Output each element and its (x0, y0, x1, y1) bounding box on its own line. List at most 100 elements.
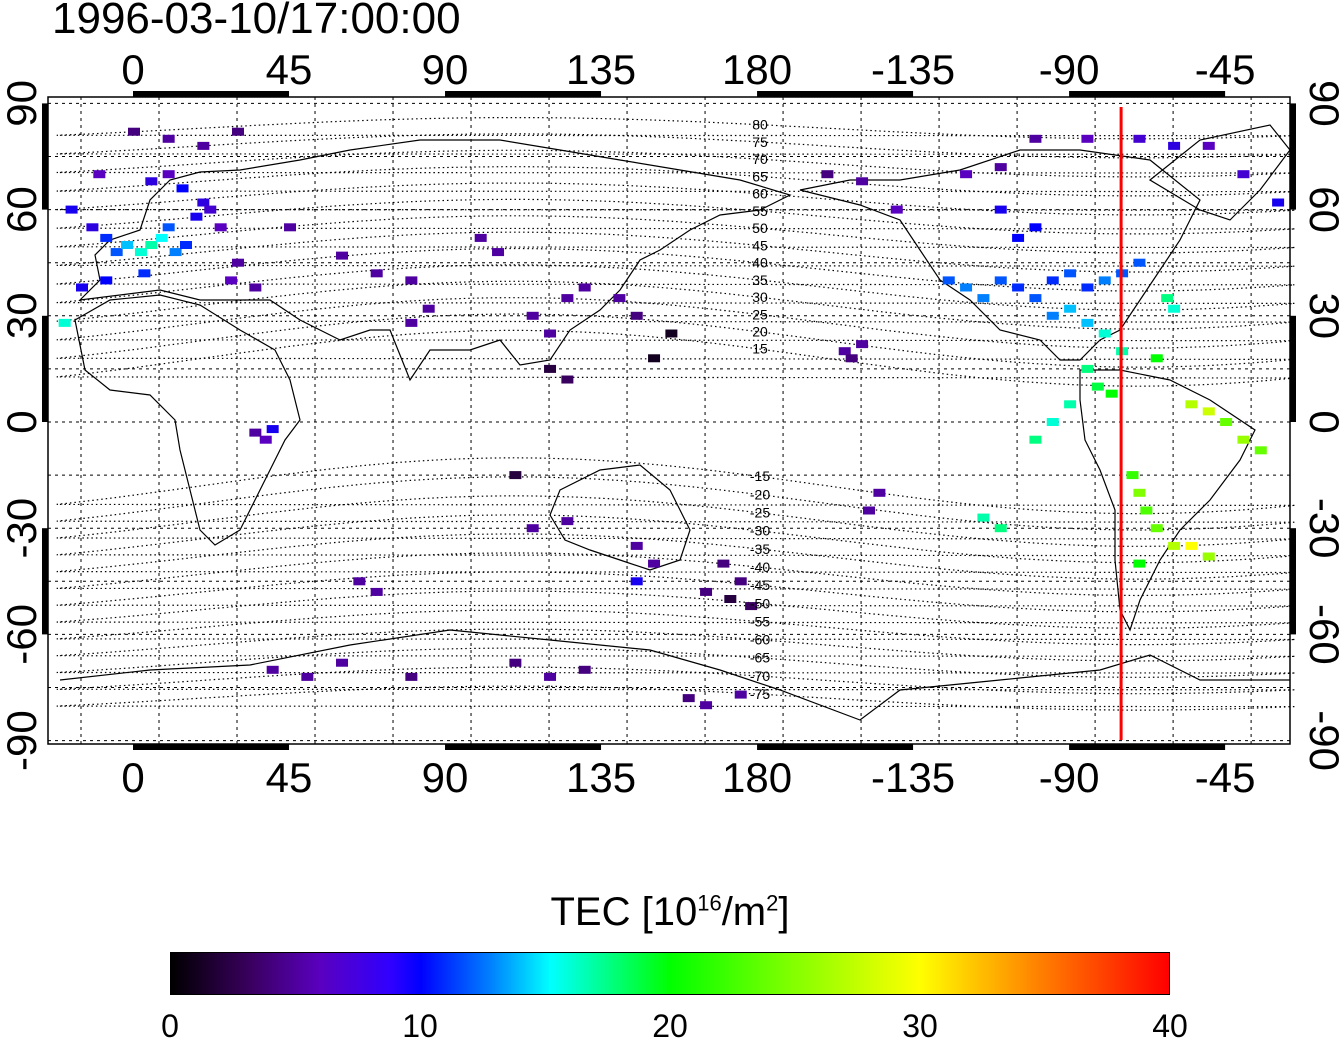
coast-antarctica (59, 629, 1290, 721)
scale-bar-right (1290, 103, 1296, 210)
magnetic-contour (56, 133, 1295, 159)
x-tick-label-top: -135 (871, 46, 955, 93)
tec-data-point (266, 425, 279, 434)
contour-label: 20 (752, 323, 768, 339)
coast-africa (74, 294, 301, 546)
tec-data-point (648, 559, 661, 568)
tec-data-point (724, 595, 737, 603)
tec-data-point (1029, 294, 1042, 303)
tec-data-point (1012, 233, 1025, 242)
tec-data-point (1202, 552, 1215, 561)
tec-data-point (544, 672, 557, 681)
y-tick-label-right: 60 (1301, 186, 1340, 233)
magnetic-contour (56, 495, 1295, 547)
contour-label: 15 (752, 341, 768, 357)
tec-data-point (100, 276, 113, 285)
tec-data-point (1064, 400, 1077, 409)
coast-australia (549, 464, 691, 571)
contour-label: -60 (750, 632, 770, 648)
scale-bar-bottom (757, 744, 914, 750)
tec-data-point (284, 223, 297, 232)
tec-data-point (1168, 304, 1181, 313)
tec-data-point (100, 233, 113, 242)
tec-data-point (960, 283, 973, 292)
tec-data-point (509, 658, 522, 667)
tec-data-point (128, 127, 140, 136)
magnetic-contour (56, 149, 1295, 178)
x-tick-label-bottom: -135 (871, 754, 955, 801)
tec-data-point (1202, 141, 1215, 150)
magnetic-contour (56, 231, 1295, 273)
magnetic-contour (56, 514, 1295, 564)
y-tick-label-left: 30 (0, 292, 45, 339)
magnetic-contour (56, 457, 1295, 515)
tec-data-point (544, 329, 557, 338)
tec-data-points (58, 127, 1285, 710)
tec-data-point (856, 340, 869, 349)
magnetic-contour (56, 571, 1295, 613)
tec-data-point (1029, 134, 1042, 143)
y-tick-label-right: 90 (1301, 80, 1340, 127)
tec-data-point (578, 665, 591, 674)
contour-label: -65 (750, 650, 770, 666)
contour-label: -55 (750, 613, 770, 629)
tec-data-point (259, 435, 272, 444)
scale-bar-top (757, 91, 914, 97)
tec-data-point (1098, 329, 1111, 338)
tec-data-point (856, 177, 869, 186)
contour-label: 55 (752, 203, 768, 219)
magnetic-contour (56, 533, 1295, 580)
tec-data-point (204, 205, 217, 214)
contour-label: 30 (752, 289, 768, 305)
magnetic-contour (56, 647, 1295, 678)
magnetic-contour (56, 247, 1295, 292)
tec-data-point (630, 311, 643, 320)
tec-data-point (1185, 541, 1198, 550)
tec-data-point (197, 141, 210, 150)
plot-frame (47, 96, 1291, 745)
contour-label: -50 (750, 595, 770, 611)
y-tick-label-left: -30 (0, 498, 45, 559)
tec-data-point (509, 471, 522, 480)
tec-data-point (162, 223, 175, 232)
tec-data-point (422, 304, 435, 313)
tec-data-point (734, 690, 747, 699)
magnetic-contour (56, 476, 1295, 531)
tec-data-point (232, 127, 245, 136)
contour-label: 80 (752, 117, 768, 133)
scale-bar-top (133, 91, 290, 97)
tec-data-point (561, 294, 574, 303)
tec-data-point (682, 694, 695, 703)
tec-data-point (405, 276, 418, 285)
scale-bar-top (445, 91, 602, 97)
tec-data-point (1064, 269, 1077, 278)
contour-label: 70 (752, 151, 768, 167)
y-tick-label-right: -30 (1301, 498, 1340, 559)
contour-label: -15 (750, 468, 770, 484)
x-tick-label-top: -90 (1039, 46, 1100, 93)
magnetic-contour (56, 590, 1295, 629)
tec-data-point (526, 524, 539, 533)
tec-data-point (134, 248, 147, 257)
tec-data-point (353, 577, 366, 586)
contour-label: 65 (752, 168, 768, 184)
magnetic-contour (56, 166, 1295, 197)
tec-data-point (65, 205, 78, 214)
tec-data-point (1220, 418, 1233, 426)
y-tick-label-left: -90 (0, 710, 45, 771)
tec-data-point (960, 170, 973, 179)
tec-data-point (745, 602, 758, 611)
tec-data-point (1133, 258, 1146, 267)
y-tick-label-left: 60 (0, 186, 45, 233)
scale-bar-left (42, 103, 48, 210)
tec-data-point (1081, 364, 1094, 373)
contour-label: -45 (750, 577, 770, 593)
scale-bar-left (42, 315, 48, 422)
scale-bar-left (42, 528, 48, 635)
tec-data-point (1064, 304, 1077, 313)
tec-data-point (994, 205, 1007, 214)
tec-data-point (561, 517, 574, 526)
y-tick-label-right: -90 (1301, 710, 1340, 771)
contour-label: 25 (752, 306, 768, 322)
tec-data-point (232, 258, 245, 267)
